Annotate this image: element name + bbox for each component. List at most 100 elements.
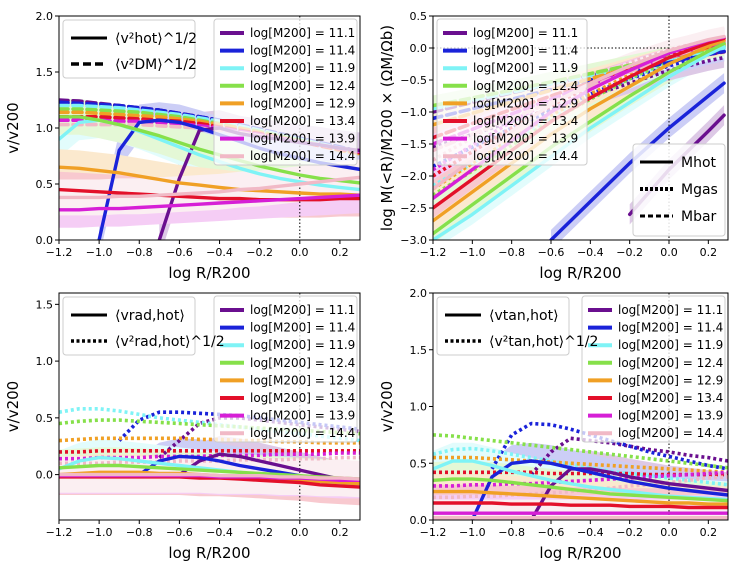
legend-label-11.4: log[M200] = 11.4 — [473, 44, 578, 58]
x-tick-label: −0.6 — [538, 526, 565, 539]
legend-label-11.4: log[M200] = 11.4 — [250, 44, 355, 58]
style-label-solid: ⟨vrad,hot⟩ — [115, 308, 185, 324]
series-line-12.9-solid — [433, 38, 726, 223]
y-tick-label: 0.5 — [410, 10, 428, 23]
x-axis-label: log R/R200 — [168, 544, 250, 562]
mass-legend: log[M200] = 11.1 log[M200] = 11.4 log[M200… — [213, 295, 358, 443]
x-tick-label: 0.0 — [660, 246, 678, 259]
series-line-13.4-solid — [433, 501, 728, 510]
series-line-11.9-solid — [433, 45, 726, 240]
band-13.4 — [59, 458, 360, 506]
legend-label-13.9: log[M200] = 13.9 — [250, 409, 355, 423]
mass-legend-box — [436, 18, 588, 166]
x-tick-label: −0.4 — [577, 246, 604, 259]
legend-label-14.4: log[M200] = 14.4 — [473, 149, 578, 163]
y-axis-label: log M(<R)/M200 × (ΩM/Ωb) — [378, 25, 396, 231]
panel-bottom-right: −1.2 −1.0 −0.8 −0.6 −0.4 −0.2 0.0 0.2 0.0 0.5 1.0 1… — [378, 287, 729, 562]
legend-label-12.4: log[M200] = 12.4 — [618, 356, 723, 370]
legend-label-11.9: log[M200] = 11.9 — [473, 61, 578, 75]
x-tick-label: 0.0 — [291, 526, 309, 539]
y-tick-label: 2.0 — [410, 287, 428, 300]
series-line-12.9-dotted — [433, 455, 728, 475]
y-axis-label: v/v200 — [4, 102, 22, 153]
legend-label-13.9: log[M200] = 13.9 — [473, 132, 578, 146]
x-tick-label: −0.6 — [166, 246, 193, 259]
x-tick-label: −0.8 — [126, 526, 153, 539]
series-line-12.9-dotted — [59, 436, 360, 445]
x-tick-label: −0.8 — [126, 246, 153, 259]
x-axis-label: log R/R200 — [539, 264, 621, 282]
series-line-12.4-solid — [433, 41, 726, 236]
legend-label-11.4: log[M200] = 11.4 — [250, 321, 355, 335]
legend-label-11.1: log[M200] = 11.1 — [250, 303, 355, 317]
legend-label-13.9: log[M200] = 13.9 — [618, 409, 723, 423]
series-line-13.4-dotted — [433, 470, 728, 477]
legend-label-12.4: log[M200] = 12.4 — [250, 356, 355, 370]
y-tick-label: −2.5 — [400, 202, 427, 215]
style-legend: ⟨vtan,hot⟩ ⟨v²tan,hot⟩^1/2 — [436, 296, 598, 356]
legend-label-11.9: log[M200] = 11.9 — [250, 338, 355, 352]
style-label-solid: ⟨vtan,hot⟩ — [489, 308, 559, 324]
y-tick-label: 1.5 — [36, 298, 54, 311]
x-tick-label: −1.2 — [46, 246, 73, 259]
y-tick-label: −1.0 — [400, 106, 427, 119]
series-line-11.9-dotted — [433, 446, 728, 487]
x-tick-label: −1.0 — [86, 246, 113, 259]
x-tick-label: 0.0 — [291, 246, 309, 259]
legend-label-12.9: log[M200] = 12.9 — [250, 96, 355, 110]
legend-label-13.9: log[M200] = 13.9 — [250, 132, 355, 146]
x-tick-label: −0.8 — [498, 526, 525, 539]
legend-label-11.1: log[M200] = 11.1 — [250, 26, 355, 40]
y-tick-label: 2.0 — [36, 10, 54, 23]
style-legend: ⟨v²hot⟩^1/2 ⟨v²DM⟩^1/2 — [62, 19, 197, 79]
panel-top-left: −1.2 −1.0 −0.8 −0.6 −0.4 −0.2 0.0 0.2 0.0 0.5 1.0 1… — [4, 10, 361, 282]
x-tick-label: −0.6 — [538, 246, 565, 259]
x-tick-label: 0.2 — [331, 526, 349, 539]
style-label-dotted: Mgas — [681, 182, 718, 198]
legend-label-13.4: log[M200] = 13.4 — [618, 391, 723, 405]
panel-bottom-left: −1.2 −1.0 −0.8 −0.6 −0.4 −0.2 0.0 0.2 0.0 0.5 1.0 1… — [4, 292, 361, 562]
series-line-12.4-dotted — [433, 433, 728, 470]
style-legend-box — [632, 143, 726, 237]
plot-area — [433, 293, 728, 520]
series-line-14.4-solid — [59, 472, 360, 481]
mass-legend-box — [213, 18, 358, 166]
legend-label-14.4: log[M200] = 14.4 — [250, 149, 355, 163]
x-tick-label: −0.2 — [246, 246, 273, 259]
style-label-solid: Mhot — [681, 155, 717, 171]
x-tick-label: −0.2 — [246, 526, 273, 539]
series-line-12.9-solid — [433, 489, 728, 506]
x-tick-label: −0.4 — [577, 526, 604, 539]
panel-top-right: −1.2 −1.0 −0.8 −0.6 −0.4 −0.2 0.0 0.2 −3.0 −2.5 −2… — [378, 10, 729, 282]
y-tick-label: 0.0 — [36, 469, 54, 482]
y-tick-label: 1.5 — [36, 66, 54, 79]
y-tick-label: 0.5 — [410, 457, 428, 470]
plot-frame — [432, 15, 729, 241]
y-tick-label: 0.0 — [36, 234, 54, 247]
x-axis-label: log R/R200 — [168, 264, 250, 282]
style-label-dotted: ⟨v²rad,hot⟩^1/2 — [115, 334, 225, 350]
legend-label-12.9: log[M200] = 12.9 — [473, 96, 578, 110]
legend-label-13.4: log[M200] = 13.4 — [250, 391, 355, 405]
x-tick-label: −0.8 — [498, 246, 525, 259]
legend-label-14.4: log[M200] = 14.4 — [618, 426, 723, 440]
band-12.9 — [433, 29, 725, 199]
style-label-dashed: ⟨v²DM⟩^1/2 — [115, 57, 197, 73]
legend-label-11.4: log[M200] = 11.4 — [618, 321, 723, 335]
y-tick-label: −1.5 — [400, 138, 427, 151]
plot-frame — [58, 292, 361, 521]
series-line-13.4-dotted — [59, 449, 360, 454]
series-line-13.9-dotted — [433, 470, 728, 488]
legend-label-13.4: log[M200] = 13.4 — [473, 114, 578, 128]
x-tick-label: 0.2 — [700, 246, 718, 259]
style-legend: ⟨vrad,hot⟩ ⟨v²rad,hot⟩^1/2 — [62, 296, 225, 356]
x-tick-label: −1.2 — [46, 526, 73, 539]
style-label-dotted: ⟨v²tan,hot⟩^1/2 — [489, 334, 598, 350]
series-line-12.4-solid — [59, 115, 360, 185]
y-tick-label: −3.0 — [400, 234, 427, 247]
y-tick-label: 1.0 — [36, 355, 54, 368]
series-line-12.4-solid — [433, 477, 728, 503]
y-tick-label: 1.0 — [410, 401, 428, 414]
legend-label-12.9: log[M200] = 12.9 — [618, 373, 723, 387]
